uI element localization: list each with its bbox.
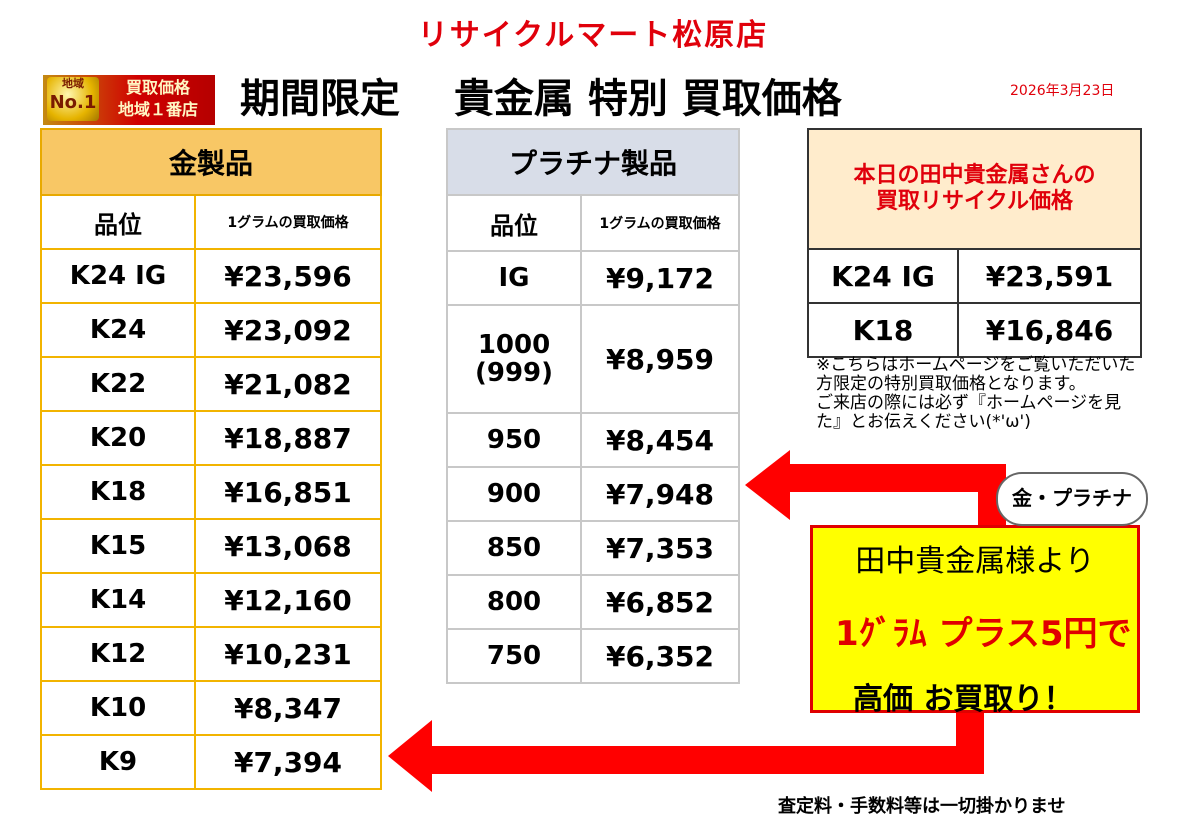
gold-price: ¥12,160: [194, 572, 382, 628]
platinum-price: ¥6,352: [580, 628, 740, 684]
gold-grade: K24 IG: [40, 248, 196, 304]
no1-emblem: 地域 No.1: [47, 77, 99, 121]
tanaka-grade: K18: [807, 302, 959, 358]
footer-note: 査定料・手数料等は一切掛かりませ: [778, 796, 1066, 817]
gold-price: ¥23,092: [194, 302, 382, 358]
gold-row: K24 IG ¥23,596: [40, 248, 382, 304]
platinum-price: ¥7,948: [580, 466, 740, 522]
arrow-to-gold: [388, 712, 984, 792]
gold-row: K9 ¥7,394: [40, 734, 382, 790]
gold-price-table: 金製品 品位 1グラムの買取価格 K24 IG ¥23,596 K24 ¥23,092…: [40, 128, 382, 790]
platinum-price: ¥7,353: [580, 520, 740, 576]
no1-badge: 地域 No.1 買取価格 地域１番店: [43, 75, 215, 125]
gold-table-title: 金製品: [40, 128, 382, 196]
platinum-price: ¥6,852: [580, 574, 740, 630]
platinum-row: 850 ¥7,353: [446, 520, 740, 576]
page-title: 期間限定 貴金属 特別 買取価格: [240, 76, 842, 122]
gold-price: ¥10,231: [194, 626, 382, 682]
shop-name: リサイクルマート松原店: [417, 18, 769, 53]
arrow-to-platinum: [745, 450, 1006, 528]
gold-row: K20 ¥18,887: [40, 410, 382, 466]
gold-grade: K15: [40, 518, 196, 574]
callout-line-3: 高価 お買取り！: [853, 682, 1074, 717]
gold-row: K12 ¥10,231: [40, 626, 382, 682]
gold-grade: K20: [40, 410, 196, 466]
gold-grade: K22: [40, 356, 196, 412]
gold-grade: K9: [40, 734, 196, 790]
tanaka-price-table: 本日の田中貴金属さんの 買取リサイクル価格 K24 IG ¥23,591 K18 ¥1…: [807, 128, 1143, 358]
tanaka-grade: K24 IG: [807, 248, 959, 304]
badge-region: 地域: [62, 77, 84, 90]
platinum-price: ¥8,454: [580, 412, 740, 468]
gold-price: ¥13,068: [194, 518, 382, 574]
platinum-col-grade: 品位: [446, 194, 582, 252]
gold-grade: K12: [40, 626, 196, 682]
badge-text-1: 買取価格: [125, 78, 190, 97]
badge-no1: No.1: [49, 92, 97, 113]
gold-row: K18 ¥16,851: [40, 464, 382, 520]
tanaka-bonus-callout: 田中貴金属様より 1ｸﾞﾗﾑ プラス5円で 高価 お買取り！: [810, 525, 1140, 717]
platinum-price: ¥9,172: [580, 250, 740, 306]
tanaka-table-title: 本日の田中貴金属さんの 買取リサイクル価格: [807, 128, 1142, 250]
platinum-grade: 800: [446, 574, 582, 630]
tanaka-row: K18 ¥16,846: [807, 302, 1143, 358]
platinum-row: 900 ¥7,948: [446, 466, 740, 522]
platinum-grade: 850: [446, 520, 582, 576]
date-label: 2026年3月23日: [1010, 83, 1115, 99]
platinum-row: 750 ¥6,352: [446, 628, 740, 684]
gold-row: K22 ¥21,082: [40, 356, 382, 412]
platinum-row: 950 ¥8,454: [446, 412, 740, 468]
gold-grade: K18: [40, 464, 196, 520]
platinum-grade: 750: [446, 628, 582, 684]
callout-line-2: 1ｸﾞﾗﾑ プラス5円で: [835, 614, 1132, 654]
platinum-grade: 1000 (999): [446, 304, 582, 414]
gold-price: ¥21,082: [194, 356, 382, 412]
gold-price: ¥23,596: [194, 248, 382, 304]
gold-row: K15 ¥13,068: [40, 518, 382, 574]
platinum-row: 800 ¥6,852: [446, 574, 740, 630]
platinum-grade: 900: [446, 466, 582, 522]
gold-price: ¥18,887: [194, 410, 382, 466]
gold-col-price: 1グラムの買取価格: [194, 194, 382, 250]
gold-grade: K14: [40, 572, 196, 628]
platinum-grade: IG: [446, 250, 582, 306]
platinum-price-table: プラチナ製品 品位 1グラムの買取価格 IG ¥9,172 1000 (999) ¥8…: [446, 128, 740, 684]
gold-row: K10 ¥8,347: [40, 680, 382, 736]
platinum-grade: 950: [446, 412, 582, 468]
gold-col-grade: 品位: [40, 194, 196, 250]
platinum-col-price: 1グラムの買取価格: [580, 194, 740, 252]
gold-grade: K24: [40, 302, 196, 358]
homepage-note: ※こちらはホームページをご覧いただいた方限定の特別買取価格となります。 ご来店の…: [816, 355, 1136, 432]
tanaka-price: ¥16,846: [956, 302, 1143, 358]
gold-grade: K10: [40, 680, 196, 736]
gold-row: K14 ¥12,160: [40, 572, 382, 628]
gold-row: K24 ¥23,092: [40, 302, 382, 358]
tanaka-price: ¥23,591: [956, 248, 1143, 304]
speech-bubble: 金・プラチナ: [996, 472, 1148, 526]
gold-price: ¥8,347: [194, 680, 382, 736]
platinum-row: 1000 (999) ¥8,959: [446, 304, 740, 414]
platinum-table-title: プラチナ製品: [446, 128, 740, 196]
callout-line-1: 田中貴金属様より: [855, 544, 1095, 579]
platinum-price: ¥8,959: [580, 304, 740, 414]
badge-text-2: 地域１番店: [117, 100, 198, 119]
gold-price: ¥16,851: [194, 464, 382, 520]
gold-price: ¥7,394: [194, 734, 382, 790]
platinum-row: IG ¥9,172: [446, 250, 740, 306]
tanaka-row: K24 IG ¥23,591: [807, 248, 1143, 304]
